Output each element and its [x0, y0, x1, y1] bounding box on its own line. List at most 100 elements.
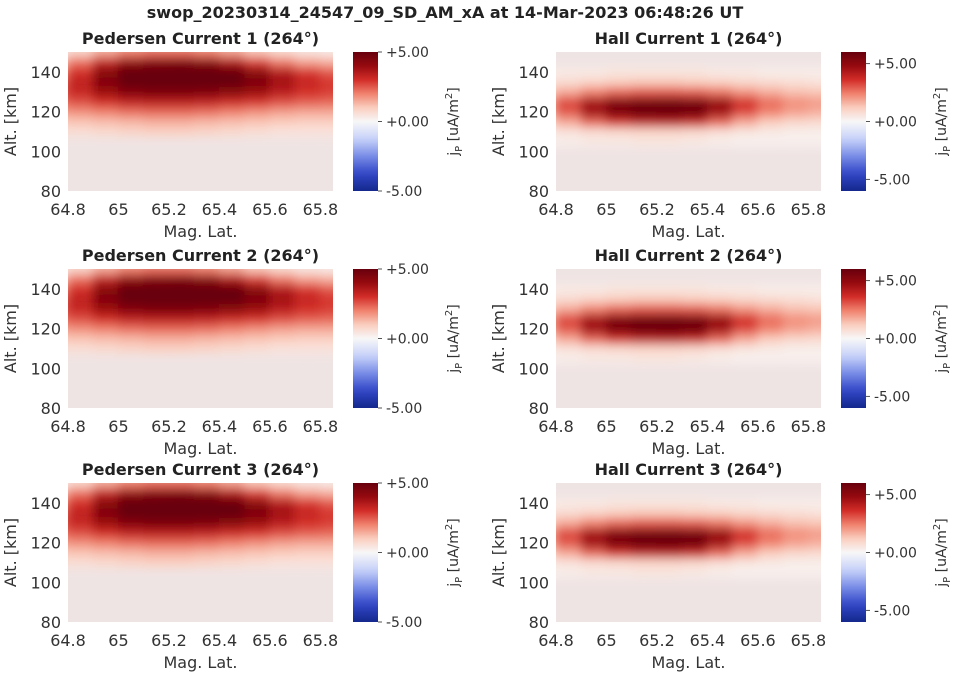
panel-4: Hall Current 2 (264°) 80 100 120 140 64.8 65 65…: [489, 246, 953, 458]
heatmap-cell: [681, 566, 708, 578]
heatmap-cell: [117, 283, 145, 295]
heatmap-cell: [143, 497, 170, 509]
heatmap-cell: [656, 283, 683, 295]
heatmap-cell: [168, 547, 195, 558]
heatmap-cell: [556, 106, 582, 118]
heatmap-cell: [294, 497, 321, 509]
heatmap-cell: [319, 313, 333, 325]
heatmap-cell: [656, 517, 683, 529]
heatmap-cell: [556, 566, 582, 578]
heatmap-cell: [92, 96, 119, 108]
heatmap-cell: [294, 537, 321, 549]
heatmap-cell: [556, 86, 557, 98]
heatmap-cell: [68, 86, 94, 98]
heatmap-cell: [92, 527, 119, 539]
heatmap-cell: [218, 269, 246, 275]
heatmap-cells: [68, 483, 333, 568]
heatmap-cell: [269, 96, 296, 108]
heatmap-cell: [656, 497, 683, 509]
heatmap-cell: [732, 547, 759, 558]
x-tick-label: 65.2: [151, 200, 187, 219]
heatmap-cell: [218, 66, 246, 78]
x-tick-label: 65.2: [639, 417, 675, 436]
y-tick-label: 100: [30, 142, 61, 161]
heatmap-cell: [92, 537, 119, 549]
y-axis-label: Alt. [km]: [1, 518, 20, 587]
panel-title: Pedersen Current 3 (264°): [82, 460, 319, 479]
y-tick-label: 120: [30, 103, 61, 122]
heatmap-cell: [319, 483, 333, 489]
heatmap-cell: [807, 86, 821, 98]
colorbar: [841, 483, 866, 622]
x-tick-label: 65: [596, 631, 616, 650]
heatmap-cell: [605, 323, 633, 335]
heatmap-cell: [193, 497, 220, 509]
colorbar-tick-label: +5.00: [386, 262, 429, 278]
heatmap-cell: [556, 135, 582, 147]
heatmap-cell: [294, 293, 321, 305]
heatmap-cell: [319, 323, 333, 335]
x-tick-label: 65: [108, 631, 128, 650]
x-axis-label: Mag. Lat.: [651, 439, 725, 458]
heatmap-cell: [681, 125, 708, 137]
heatmap-cell: [631, 86, 658, 98]
heatmap-cell: [68, 333, 94, 344]
heatmap-cell: [556, 303, 557, 315]
heatmap-cell: [92, 283, 119, 295]
heatmap-cell: [193, 527, 220, 539]
heatmap-cell: [143, 537, 170, 549]
heatmap-cell: [244, 76, 271, 88]
panel-title: Hall Current 2 (264°): [595, 246, 783, 265]
heatmap-cell: [782, 537, 809, 549]
heatmap-cell: [807, 76, 821, 88]
heatmap-cell: [706, 342, 734, 354]
heatmap-cell: [269, 556, 296, 568]
x-tick-label: 65.2: [151, 631, 187, 650]
heatmap-cell: [556, 125, 557, 137]
heatmap-cell: [193, 333, 220, 344]
heatmap-cell: [319, 303, 333, 315]
heatmap-cell: [168, 333, 195, 344]
heatmap-cell: [143, 273, 170, 285]
heatmap-cell: [732, 293, 759, 305]
heatmap-cell: [92, 52, 119, 58]
heatmap-cell: [681, 352, 708, 364]
heatmap-cell: [556, 342, 582, 354]
heatmap-cell: [631, 303, 658, 315]
heatmap-cell: [807, 323, 821, 335]
x-tick-label: 65.2: [639, 631, 675, 650]
heatmap-cell: [782, 76, 809, 88]
heatmap-cell: [807, 135, 821, 147]
heatmap-cell: [117, 527, 145, 539]
heatmap-cell: [556, 527, 582, 539]
heatmap-cell: [92, 313, 119, 325]
y-tick-label: 140: [30, 63, 61, 82]
heatmap-cell: [92, 116, 119, 127]
colorbar-tick-label: -5.00: [874, 172, 910, 188]
heatmap-cell: [782, 507, 809, 519]
heatmap-cell: [556, 283, 582, 295]
heatmap-cell: [631, 76, 658, 88]
heatmap-cell: [117, 66, 145, 78]
heatmap-cell: [143, 283, 170, 295]
heatmap-cell: [656, 527, 683, 539]
heatmap-cell: [631, 135, 658, 147]
heatmap-cell: [556, 556, 557, 568]
heatmap-cell: [732, 352, 759, 364]
heatmap-cell: [706, 507, 734, 519]
heatmap-cell: [218, 342, 246, 354]
heatmap-cell: [757, 342, 784, 354]
heatmap-cell: [807, 66, 821, 78]
heatmap-cell: [631, 323, 658, 335]
heatmap-cell: [782, 497, 809, 509]
heatmap-cell: [168, 323, 195, 335]
heatmap-cell: [92, 86, 119, 98]
heatmap-cell: [143, 269, 170, 275]
heatmap-cell: [556, 537, 582, 549]
colorbar-label: jP [uA/m2]: [932, 304, 953, 373]
heatmap-cell: [143, 313, 170, 325]
heatmap-cells: [556, 283, 821, 364]
heatmap-cell: [757, 313, 784, 325]
heatmap-cell: [168, 56, 195, 68]
heatmap-cell: [168, 487, 195, 499]
